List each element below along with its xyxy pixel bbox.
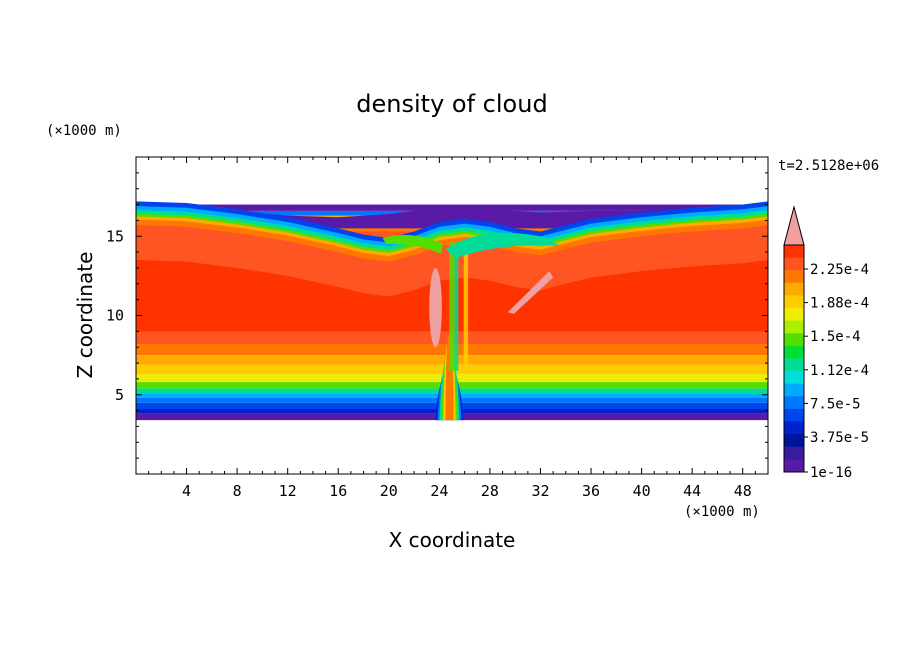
x-axis-label: X coordinate: [389, 528, 516, 552]
y-axis-ticks: 5 10 15: [106, 172, 768, 459]
colorbar-swatch: [784, 446, 804, 460]
colorbar-swatch: [784, 383, 804, 397]
colorbar-label: 1e-16: [810, 465, 852, 481]
x-tick-label: 16: [329, 482, 347, 500]
x-tick-label: 32: [531, 482, 549, 500]
x-tick-label: 36: [582, 482, 600, 500]
colorbar-label: 1.5e-4: [810, 329, 861, 345]
updraft-streak-0: [449, 242, 455, 371]
colorbar-label: 1.88e-4: [810, 296, 869, 312]
updraft-streak-2: [463, 242, 469, 371]
x-unit-label: (×1000 m): [684, 504, 760, 520]
colorbar-swatch: [784, 408, 804, 423]
colorbar-swatch: [784, 295, 804, 309]
x-tick-label: 40: [633, 482, 651, 500]
y-unit-label: (×1000 m): [46, 123, 122, 139]
x-tick-label: 28: [481, 482, 499, 500]
x-tick-label: 8: [233, 482, 242, 500]
colorbar-label: 7.5e-5: [810, 396, 861, 412]
colorbar: 2.25e-4 1.88e-4 1.5e-4 1.12e-4 7.5e-5 3.75e-5…: [783, 205, 869, 481]
colorbar-swatch: [784, 421, 804, 435]
colorbar-swatch: [784, 270, 804, 284]
y-tick-label: 15: [106, 227, 124, 245]
x-tick-label: 44: [683, 482, 701, 500]
density-band-17: [136, 204, 768, 211]
x-axis-ticks: 4 8 12 16 20 24 28 32 36 40 44 48: [148, 157, 756, 500]
outflow-arm-right: [445, 232, 560, 259]
colorbar-swatch: [784, 396, 804, 410]
colorbar-swatch: [784, 257, 804, 271]
colorbar-swatch: [784, 434, 804, 448]
time-label: t=2.5128e+06: [778, 158, 879, 174]
colorbar-label: 2.25e-4: [810, 262, 869, 278]
x-tick-label: 24: [430, 482, 448, 500]
y-tick-label: 10: [106, 307, 124, 325]
outflow-arm-left: [382, 235, 444, 254]
colorbar-swatch: [784, 358, 804, 372]
density-field: [136, 201, 768, 421]
colorbar-swatch: [784, 371, 804, 385]
colorbar-extend-arrow: [783, 205, 805, 246]
colorbar-swatch: [784, 333, 804, 347]
x-tick-label: 4: [182, 482, 191, 500]
colorbar-swatch: [784, 282, 804, 296]
y-axis-label: Z coordinate: [73, 252, 97, 379]
colorbar-label: 3.75e-5: [810, 430, 869, 446]
y-tick-label: 5: [115, 386, 124, 404]
max-density-region-1: [429, 267, 442, 348]
colorbar-swatch: [784, 320, 804, 334]
chart-title: density of cloud: [356, 90, 547, 118]
colorbar-swatch: [784, 459, 804, 473]
updraft-streak-1: [454, 242, 459, 371]
x-tick-label: 48: [734, 482, 752, 500]
colorbar-swatch: [784, 345, 804, 359]
colorbar-swatch: [784, 308, 804, 322]
x-tick-label: 12: [279, 482, 297, 500]
x-tick-label: 20: [380, 482, 398, 500]
colorbar-swatch: [784, 245, 804, 259]
max-density-region-2: [507, 271, 554, 314]
colorbar-label: 1.12e-4: [810, 363, 869, 379]
